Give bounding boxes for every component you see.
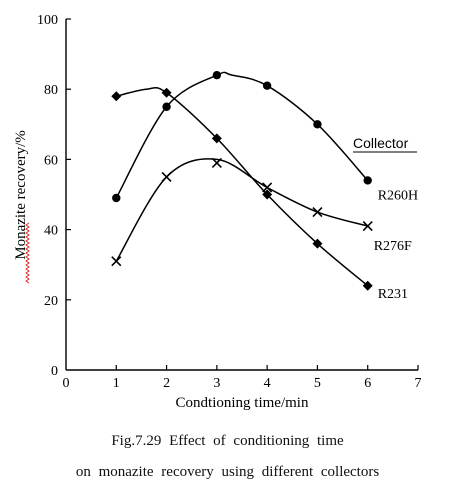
caption-line-1: Fig.7.29 Effect of conditioning time: [111, 433, 344, 449]
x-tick-label: 6: [364, 376, 371, 391]
data-point-r276f: [161, 171, 172, 183]
data-point-r276f: [111, 256, 122, 267]
x-axis-label: Condtioning time/min: [176, 395, 309, 411]
data-point-r260h: [363, 176, 372, 185]
x-tick-label: 7: [415, 376, 422, 391]
x-ticks: 0 1 2 3 4 5 6 7: [63, 365, 422, 391]
data-point-r260h: [313, 120, 322, 129]
data-point-r260h: [112, 193, 121, 203]
series-line-r231: [116, 86, 369, 287]
y-ticks: 0 20 40 60 80 100: [37, 13, 71, 379]
x-tick-label: 3: [213, 376, 220, 391]
y-axis-label: Monazite recovery/%: [13, 130, 29, 260]
x-tick-label: 5: [314, 376, 321, 391]
series-label-r231: R231: [378, 287, 408, 302]
series-curves: [115, 71, 369, 287]
y-tick-label: 60: [44, 153, 58, 168]
data-point-r231: [362, 280, 373, 291]
y-tick-label: 20: [44, 294, 58, 309]
caption-line-2: on monazite recovery using different col…: [75, 464, 380, 480]
data-point-r260h: [262, 81, 272, 90]
y-tick-label: 100: [37, 13, 58, 28]
data-point-r260h: [212, 70, 222, 80]
x-tick-label: 1: [113, 376, 120, 391]
spellcheck-squiggle: [25, 222, 30, 284]
data-point-r276f: [362, 221, 373, 232]
data-point-r276f: [312, 206, 323, 218]
data-point-r231: [111, 91, 122, 102]
legend-title: Collector: [353, 135, 409, 151]
data-point-r276f: [211, 157, 222, 168]
series-markers: [111, 70, 373, 291]
series-labels: R260H R276F R231: [374, 188, 418, 301]
x-tick-label: 4: [264, 376, 271, 391]
series-label-r260h: R260H: [378, 188, 418, 203]
series-line-r260h: [115, 71, 369, 199]
x-tick-label: 0: [63, 376, 70, 391]
data-point-r231: [211, 133, 222, 144]
series-line-r276f: [115, 158, 368, 262]
y-tick-label: 0: [51, 364, 58, 379]
data-point-r231: [312, 238, 323, 249]
data-point-r276f: [262, 182, 273, 193]
y-tick-label: 40: [44, 224, 58, 239]
data-point-r260h: [162, 102, 171, 111]
y-tick-label: 80: [44, 83, 58, 98]
x-tick-label: 2: [163, 376, 170, 391]
data-point-r231: [161, 87, 172, 98]
series-label-r276f: R276F: [374, 239, 412, 254]
data-point-r231: [262, 189, 273, 200]
